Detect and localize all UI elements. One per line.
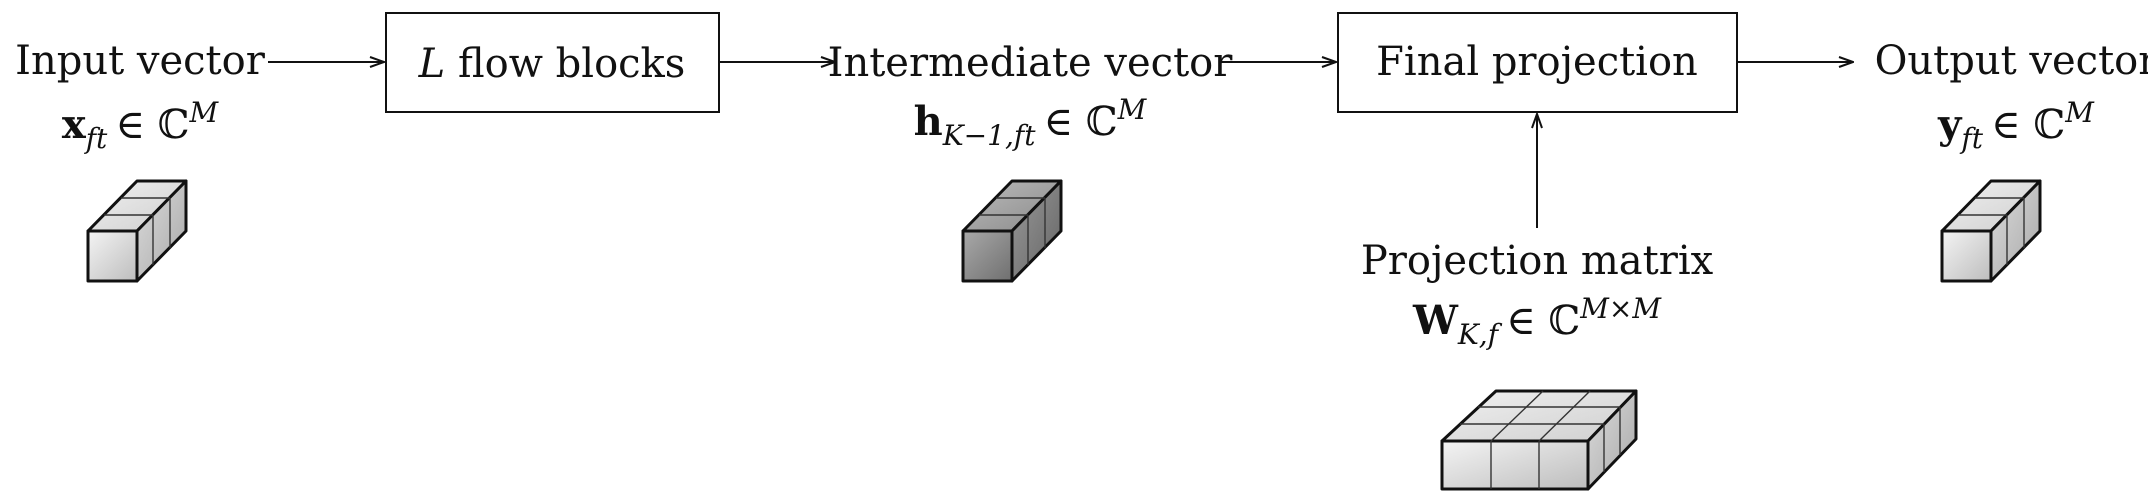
projection-matrix-superscript: M×M (1579, 292, 1662, 325)
output-vector-symbol: y (1937, 101, 1963, 148)
projection-matrix-set: ∈ ℂ (1506, 298, 1580, 344)
input-vector-node: Input vector xft ∈ ℂM (15, 38, 266, 283)
input-vector-symbol: x (62, 101, 87, 148)
intermediate-vector-set: ∈ ℂ (1043, 99, 1117, 145)
final-projection-label: Final projection (1376, 39, 1698, 85)
flow-blocks-text: flow blocks (445, 41, 685, 87)
intermediate-vector-cube-icon (961, 179, 1063, 283)
intermediate-vector-subscript: K−1,ft (942, 119, 1036, 152)
input-vector-subscript: ft (84, 122, 108, 155)
projection-matrix-formula: WK,f ∈ ℂM×M (1412, 292, 1662, 351)
final-projection-node: Final projection (1337, 12, 1738, 113)
intermediate-vector-formula: hK−1,ft ∈ ℂM (914, 93, 1148, 152)
input-vector-superscript: M (188, 96, 219, 129)
input-vector-formula: xft ∈ ℂM (62, 96, 220, 155)
input-vector-cube-icon (86, 179, 188, 283)
output-vector-formula: yft ∈ ℂM (1937, 96, 2095, 155)
projection-matrix-symbol: W (1412, 297, 1459, 344)
output-vector-subscript: ft (1959, 122, 1983, 155)
projection-matrix-node: Projection matrix WK,f ∈ ℂM×M (1361, 238, 1714, 491)
output-vector-set: ∈ ℂ (1991, 102, 2065, 148)
intermediate-vector-node: Intermediate vector hK−1,ft ∈ ℂM (828, 40, 1234, 283)
intermediate-vector-superscript: M (1117, 93, 1148, 126)
output-vector-node: Output vector yft ∈ ℂM (1875, 38, 2148, 283)
flow-blocks-node: L flow blocks (385, 12, 720, 113)
output-vector-cube-icon (1940, 179, 2042, 283)
final-projection-box (1337, 12, 1738, 113)
flow-blocks-label: L flow blocks (418, 41, 686, 87)
input-vector-label: Input vector (15, 38, 266, 84)
intermediate-vector-symbol: h (914, 98, 943, 145)
projection-matrix-slab-icon (1440, 389, 1638, 491)
intermediate-vector-label: Intermediate vector (828, 40, 1234, 86)
output-vector-superscript: M (2064, 96, 2095, 129)
input-vector-set: ∈ ℂ (115, 102, 189, 148)
flow-blocks-variable: L (418, 41, 446, 87)
output-vector-label: Output vector (1875, 38, 2148, 84)
projection-matrix-subscript: K,f (1457, 318, 1503, 351)
projection-matrix-label: Projection matrix (1361, 238, 1714, 284)
